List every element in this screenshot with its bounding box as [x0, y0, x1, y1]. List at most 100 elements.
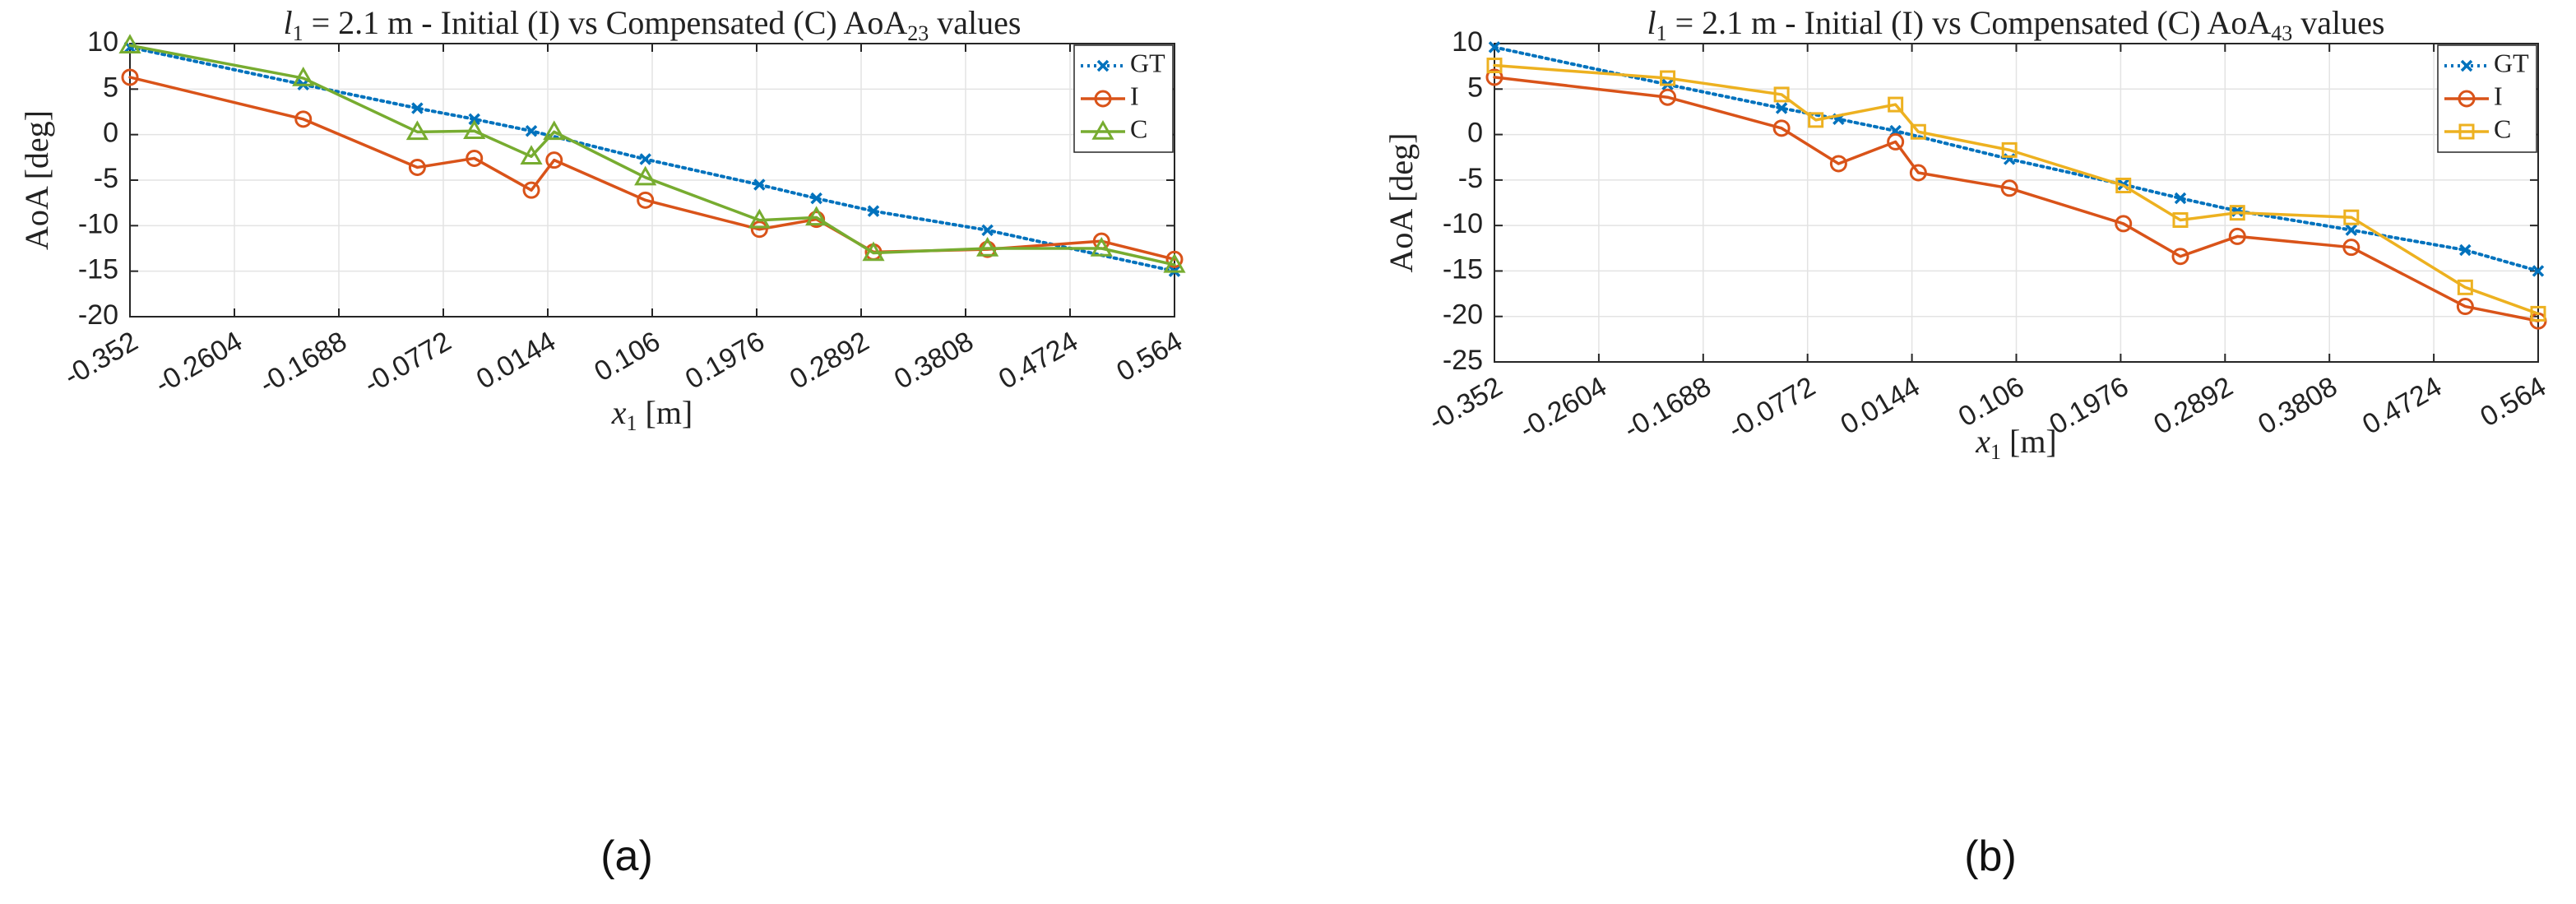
y-tick-label: 10: [1452, 26, 1483, 58]
data-point: [468, 113, 480, 126]
data-point: [748, 208, 771, 229]
data-point: [2456, 298, 2474, 316]
x-tick-label: 0.564: [1111, 326, 1188, 387]
data-point: [1163, 253, 1186, 273]
data-point: [2001, 141, 2018, 158]
x-axis-label: x1 [m]: [611, 394, 693, 435]
y-tick-label: 5: [1467, 72, 1483, 103]
data-point: [405, 120, 429, 141]
x-tick-label: -0.2604: [1514, 371, 1612, 446]
data-point: [121, 68, 139, 86]
x-tick-label: -0.0772: [359, 326, 456, 401]
x-tick-label: 0.106: [589, 326, 665, 387]
data-point: [1488, 41, 1501, 53]
x-tick-label: 0.4724: [994, 326, 1083, 396]
x-tick-label: -0.1688: [1619, 371, 1717, 446]
y-tick-label: -10: [78, 208, 118, 239]
data-point: [753, 178, 766, 191]
legend-label: GT: [1130, 48, 1165, 77]
chart-title: l1 = 2.1 m - Initial (I) vs Compensated …: [284, 4, 1022, 45]
data-point: [867, 205, 880, 217]
y-tick-label: -20: [78, 299, 118, 331]
y-tick-label: -10: [1443, 208, 1483, 239]
x-tick-label: 0.3808: [2253, 371, 2342, 441]
y-tick-label: 0: [1467, 118, 1483, 149]
x-tick-label: -0.352: [1424, 371, 1508, 438]
legend-marker: [2458, 90, 2476, 108]
y-axis-label: AoA [deg]: [18, 110, 55, 250]
x-tick-label: 0.3808: [889, 326, 979, 396]
data-point: [750, 220, 768, 239]
legend-label: I: [2494, 81, 2503, 110]
data-point: [466, 149, 484, 167]
data-point: [805, 206, 828, 226]
x-tick-label: -0.0772: [1723, 371, 1821, 446]
data-point: [1887, 132, 1905, 151]
series-line-i: [1493, 76, 2540, 322]
y-tick-label: -25: [1443, 345, 1483, 376]
data-point: [522, 181, 540, 199]
data-point: [1165, 250, 1184, 268]
series-gt: [123, 41, 1181, 277]
series-i: [1485, 68, 2547, 330]
data-point: [2228, 227, 2246, 245]
series-line-gt: [1493, 45, 2540, 273]
chart-panel-a: -0.352 -0.2604 -0.1688 -0.0772 0.0144 0.106 0.…: [18, 4, 1188, 880]
data-point: [2171, 248, 2189, 266]
data-point: [1808, 112, 1824, 128]
data-point: [1888, 96, 1904, 113]
y-tick-label: -20: [1443, 299, 1483, 331]
data-point: [862, 241, 885, 262]
data-point: [634, 165, 657, 186]
data-point: [976, 236, 999, 257]
y-tick-label: 5: [103, 72, 118, 103]
x-tick-label: 0.4724: [2357, 371, 2447, 441]
data-point: [525, 125, 538, 137]
x-tick-label: 0.0144: [471, 326, 561, 396]
data-point: [543, 120, 566, 141]
series-c: [1486, 58, 2546, 322]
x-tick-label: -0.2604: [150, 326, 248, 401]
data-point: [637, 191, 655, 209]
data-point: [1485, 68, 1503, 86]
x-tick-label: -0.1688: [254, 326, 352, 401]
data-point: [2457, 279, 2473, 295]
y-tick-label: -5: [1458, 163, 1483, 194]
data-point: [411, 102, 424, 114]
data-point: [1909, 164, 1927, 182]
data-point: [1775, 102, 1788, 114]
data-point: [1772, 119, 1791, 137]
legend-label: I: [1130, 81, 1139, 110]
legend: GT IC: [2437, 44, 2537, 153]
y-tick-label: -5: [94, 163, 118, 194]
y-axis-label: AoA [deg]: [1383, 133, 1420, 273]
legend-marker: [1094, 90, 1112, 108]
y-tick-label: -15: [1443, 253, 1483, 285]
data-point: [2172, 212, 2189, 229]
legend-label: C: [2494, 114, 2511, 143]
chart-title: l1 = 2.1 m - Initial (I) vs Compensated …: [1647, 4, 2385, 45]
data-point: [2342, 239, 2361, 257]
panel-caption: (b): [1964, 832, 2017, 880]
legend-marker: [1096, 59, 1110, 72]
y-tick-label: -15: [78, 254, 118, 285]
x-tick-label: 0.564: [2475, 371, 2551, 433]
data-point: [2229, 205, 2245, 221]
legend: GT IC: [1073, 44, 1174, 153]
data-point: [1486, 58, 1503, 74]
series-c: [118, 34, 1186, 273]
x-tick-label: 0.1976: [680, 326, 770, 396]
legend-label: C: [1130, 114, 1147, 143]
data-point: [2530, 305, 2546, 322]
data-point: [294, 110, 313, 128]
data-point: [2343, 209, 2360, 225]
data-point: [2459, 243, 2472, 257]
legend-marker: [1091, 119, 1114, 140]
legend-marker: [2460, 59, 2473, 72]
x-tick-label: 0.2892: [2148, 371, 2238, 441]
y-tick-label: 10: [87, 26, 118, 58]
data-point: [981, 224, 994, 237]
data-point: [545, 151, 563, 169]
x-tick-label: -0.352: [59, 326, 143, 392]
